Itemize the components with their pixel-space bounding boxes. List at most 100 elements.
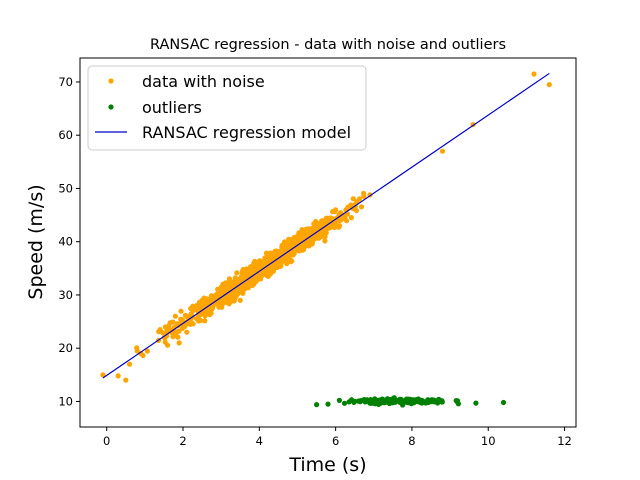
data-with-noise-point [134,348,140,354]
data-with-noise-point [337,223,343,229]
x-tick-label: 12 [557,434,572,448]
data-with-noise-point [226,276,232,282]
x-axis: 0 2 4 6 8 10 12 [103,427,572,448]
data-with-noise-point [168,327,174,333]
data-with-noise-point [157,327,163,333]
data-with-noise-point [358,204,365,210]
legend-label-data-with-noise: data with noise [142,72,265,91]
data-with-noise-point [353,207,359,214]
y-tick-label: 40 [58,235,73,249]
data-with-noise-point [271,267,277,273]
legend-marker-outliers [108,104,114,110]
y-tick-label: 30 [58,288,73,302]
data-with-noise-point [326,218,332,224]
data-with-noise-point [319,218,325,224]
y-axis-label: Speed (m/s) [25,184,47,299]
data-with-noise-point [219,304,225,310]
outlier-point [500,399,507,406]
data-with-noise-point [546,82,552,88]
data-with-noise-point [265,270,271,277]
data-with-noise-point [226,301,232,307]
data-with-noise-point [115,373,121,379]
data-with-noise-point [232,280,238,286]
y-tick-label: 20 [58,341,73,355]
data-with-noise-point [244,269,250,275]
data-with-noise-point [350,196,356,202]
data-with-noise-point [439,148,446,154]
data-with-noise-point [167,320,173,326]
data-with-noise-point [240,277,246,283]
data-with-noise-point [184,329,190,335]
outlier-point [314,402,320,408]
data-with-noise-point [299,227,305,233]
data-with-noise-point [274,248,280,254]
data-with-noise-point [284,241,290,247]
legend: data with noise outliers RANSAC regressi… [87,65,367,151]
data-with-noise-point [174,329,180,335]
data-with-noise-point [303,227,309,233]
y-tick-label: 70 [58,75,73,89]
data-with-noise-point [228,281,234,287]
legend-frame [87,65,367,151]
data-with-noise-point [263,250,270,256]
data-with-noise-point [237,297,243,303]
chart-title: RANSAC regression - data with noise and … [150,37,506,53]
data-with-noise-point [251,280,257,286]
outlier-point [439,399,445,405]
outlier-point [325,401,331,407]
outlier-point [367,400,373,406]
data-with-noise-point [531,71,537,77]
data-with-noise-point [188,311,194,317]
data-with-noise-point [326,225,332,231]
data-with-noise-point [258,276,264,282]
data-with-noise-point [342,213,348,219]
data-with-noise-point [234,270,240,276]
points-layer [100,71,552,408]
data-with-noise-point [235,286,242,292]
data-with-noise-point [178,316,184,322]
data-with-noise-point [333,207,339,213]
x-tick-label: 2 [179,434,186,448]
outlier-point [473,400,479,406]
outlier-point [455,398,461,404]
data-with-noise-point [309,240,315,246]
data-with-noise-point [277,262,283,268]
outlier-point [403,396,410,402]
data-with-noise-point [188,320,194,327]
x-tick-label: 6 [332,434,339,448]
legend-marker-data-with-noise [108,78,114,84]
y-tick-label: 50 [58,181,73,195]
data-with-noise-point [198,317,204,324]
data-with-noise-point [164,325,170,331]
data-with-noise-point [288,237,294,243]
plot-frame [79,57,577,428]
data-with-noise-point [338,216,344,222]
data-with-noise-point [251,269,257,275]
ransac-regression-line [102,72,550,379]
outlier-point [390,397,396,403]
data-with-noise-point [322,238,328,244]
data-with-noise-point [348,215,354,221]
legend-label-outliers: outliers [142,98,202,117]
data-with-noise-point [284,261,290,267]
outlier-point [349,397,355,403]
data-with-noise-point [123,377,129,383]
outlier-point [397,396,403,402]
data-with-noise-point [322,234,328,240]
x-tick-label: 8 [408,434,415,448]
data-with-noise-point [144,348,150,354]
data-with-noise-point [221,296,227,303]
data-with-noise-point [253,260,259,266]
x-tick-label: 0 [103,434,110,448]
data-with-noise-point [311,221,317,227]
data-with-noise-point [243,285,249,291]
y-axis: 10 20 30 40 50 60 70 [58,75,80,408]
outlier-point [419,400,425,406]
data-with-noise-point [202,313,208,319]
data-with-noise-point [176,340,182,346]
data-with-noise-point [201,295,207,301]
outlier-point [432,398,438,404]
data-with-noise-point [296,230,302,236]
data-with-noise-point [304,242,310,248]
legend-label-ransac-model: RANSAC regression model [142,123,351,142]
